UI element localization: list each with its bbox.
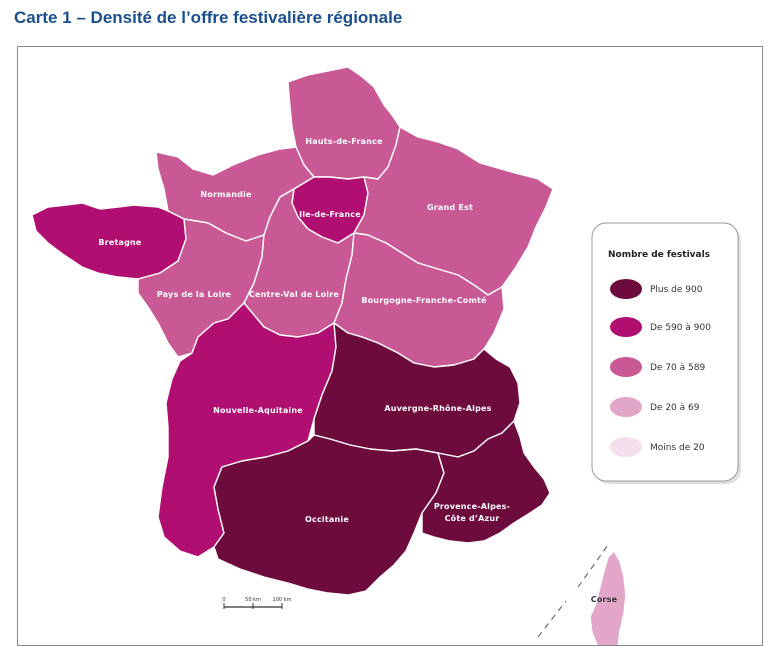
legend: Nombre de festivals Plus de 900 De 590 à… xyxy=(591,222,741,484)
scale-bar: 0 50 km 100 km xyxy=(222,597,292,609)
legend-label-20-69: De 20 à 69 xyxy=(650,403,700,413)
scale-label-100: 100 km xyxy=(273,597,292,603)
label-auvergne-rhone-alpes: Auvergne-Rhône-Alpes xyxy=(384,403,491,413)
label-bretagne: Bretagne xyxy=(98,238,142,247)
label-centre-val-de-loire: Centre-Val de Loire xyxy=(249,290,339,299)
scale-label-0: 0 xyxy=(222,597,225,603)
label-bourgogne-franche-comte: Bourgogne-Franche-Comté xyxy=(361,295,487,305)
map: Hauts-de-France Normandie Ile-de-France … xyxy=(31,66,741,646)
scale-label-50: 50 km xyxy=(245,597,261,603)
legend-swatch-590-900 xyxy=(610,317,642,337)
region-hauts-de-france[interactable] xyxy=(287,66,401,180)
legend-label-590-900: De 590 à 900 xyxy=(650,323,711,333)
legend-swatch-moins-20 xyxy=(610,437,642,457)
region-corse[interactable] xyxy=(589,550,627,646)
label-pays-de-la-loire: Pays de la Loire xyxy=(157,290,232,299)
label-provence-alpes: Provence-Alpes- xyxy=(434,502,510,511)
legend-swatch-70-589 xyxy=(610,357,642,377)
inset-divider-2 xyxy=(577,544,609,588)
label-nouvelle-aquitaine: Nouvelle-Aquitaine xyxy=(213,406,303,415)
region-occitanie[interactable] xyxy=(213,434,445,596)
inset-divider xyxy=(537,600,567,638)
label-normandie: Normandie xyxy=(200,190,252,199)
label-cote-dazur: Côte d’Azur xyxy=(445,513,500,523)
map-title: Carte 1 – Densité de l’offre festivalièr… xyxy=(14,8,403,27)
legend-label-plus-900: Plus de 900 xyxy=(650,285,703,295)
label-grand-est: Grand Est xyxy=(427,203,473,212)
legend-label-70-589: De 70 à 589 xyxy=(650,363,705,373)
legend-label-moins-20: Moins de 20 xyxy=(650,443,705,453)
region-provence-alpes-cote-dazur[interactable] xyxy=(421,420,551,544)
label-occitanie: Occitanie xyxy=(305,515,349,524)
label-hauts-de-france: Hauts-de-France xyxy=(305,137,383,146)
label-ile-de-france: Ile-de-France xyxy=(299,210,361,219)
legend-swatch-20-69 xyxy=(610,397,642,417)
map-frame: Hauts-de-France Normandie Ile-de-France … xyxy=(17,46,763,646)
label-corse: Corse xyxy=(591,595,618,604)
legend-swatch-plus-900 xyxy=(610,279,642,299)
legend-title: Nombre de festivals xyxy=(608,250,710,260)
